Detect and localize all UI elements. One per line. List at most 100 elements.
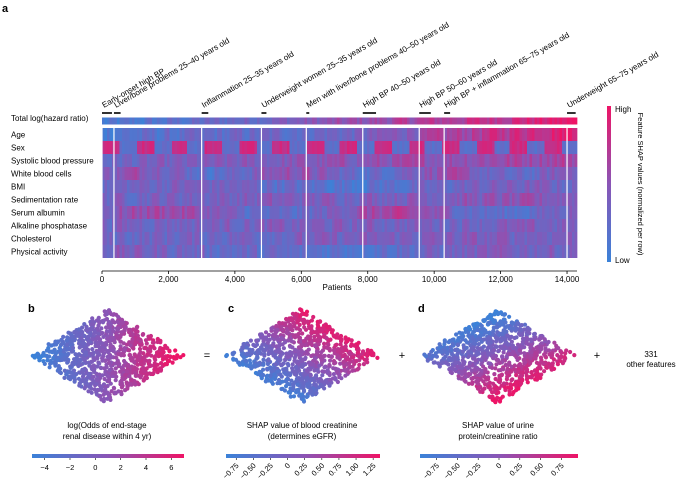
heatmap-cell bbox=[497, 180, 500, 193]
heatmap-cell bbox=[147, 180, 150, 193]
heatmap-cell bbox=[119, 219, 123, 232]
heatmap-cell bbox=[454, 128, 458, 141]
scatter-point bbox=[132, 360, 137, 365]
heatmap-cell bbox=[349, 180, 353, 193]
heatmap-cell bbox=[262, 117, 265, 125]
heatmap-cell bbox=[314, 154, 318, 167]
heatmap-cell bbox=[212, 128, 215, 141]
heatmap-cell bbox=[312, 128, 315, 141]
heatmap-cell bbox=[279, 232, 283, 245]
scatter-point bbox=[170, 360, 175, 365]
heatmap-cell bbox=[132, 180, 135, 193]
scatter-point bbox=[283, 379, 288, 384]
heatmap-cell bbox=[462, 245, 465, 258]
heatmap-cell bbox=[434, 219, 438, 232]
scatter-point bbox=[455, 352, 460, 357]
heatmap-cell bbox=[489, 193, 493, 206]
scatter-point bbox=[322, 365, 327, 370]
scatter-point bbox=[155, 336, 160, 342]
scatter-point bbox=[499, 344, 504, 349]
heatmap-cell bbox=[367, 219, 370, 232]
heatmap-cell bbox=[567, 245, 570, 258]
heatmap-cell bbox=[319, 219, 323, 232]
scatter-point bbox=[450, 341, 455, 346]
heatmap-cell bbox=[559, 193, 563, 206]
heatmap-cell bbox=[104, 245, 108, 258]
heatmap-cell bbox=[159, 128, 163, 141]
heatmap-cell bbox=[509, 193, 513, 206]
scatter-point bbox=[289, 339, 294, 344]
heatmap-cell bbox=[529, 232, 533, 245]
heatmap-cell bbox=[274, 219, 278, 232]
heatmap-cell bbox=[492, 219, 495, 232]
scatter-point bbox=[332, 375, 338, 380]
heatmap-cell bbox=[127, 206, 130, 219]
heatmap-cell bbox=[344, 167, 348, 180]
scatter-point bbox=[90, 347, 95, 352]
heatmap-cell bbox=[182, 232, 185, 245]
heatmap-cell bbox=[457, 206, 460, 219]
scatter-point bbox=[327, 377, 332, 382]
scatter-point bbox=[469, 368, 474, 373]
heatmap-cell bbox=[464, 219, 468, 232]
heatmap-cell bbox=[487, 206, 490, 219]
heatmap-cell bbox=[279, 245, 283, 258]
heatmap-cell bbox=[432, 167, 435, 180]
heatmap-cell bbox=[409, 141, 413, 154]
heatmap-cell bbox=[492, 232, 495, 245]
colorbar-gradient bbox=[607, 106, 611, 262]
heatmap-cell bbox=[339, 141, 343, 154]
scatter-point bbox=[319, 384, 325, 389]
heatmap-cell bbox=[412, 206, 415, 219]
heatmap-cell bbox=[552, 206, 555, 219]
scatter-point bbox=[338, 361, 343, 366]
colorbar-b: −4 −2 0 2 4 6 bbox=[32, 454, 184, 472]
heatmap-cell bbox=[282, 117, 285, 125]
heatmap-cell bbox=[377, 128, 380, 141]
heatmap-cell bbox=[264, 117, 268, 125]
heatmap-cell bbox=[242, 232, 245, 245]
heatmap-cell bbox=[534, 219, 538, 232]
heatmap-cell bbox=[287, 245, 290, 258]
heatmap-cell bbox=[144, 128, 148, 141]
scatter-point bbox=[50, 360, 55, 365]
heatmap-cell bbox=[127, 245, 130, 258]
scatter-point bbox=[339, 337, 344, 343]
heatmap-cell bbox=[172, 206, 175, 219]
heatmap-cell bbox=[364, 167, 368, 180]
heatmap-cell bbox=[362, 232, 365, 245]
heatmap-cell bbox=[552, 193, 555, 206]
heatmap-cell bbox=[237, 154, 240, 167]
scatter-point bbox=[76, 376, 81, 381]
heatmap-cell bbox=[344, 193, 348, 206]
heatmap-cell bbox=[504, 141, 508, 154]
scatter-point bbox=[32, 354, 38, 359]
heatmap-cell bbox=[179, 219, 183, 232]
scatter-point bbox=[505, 374, 510, 379]
heatmap-cell bbox=[104, 232, 108, 245]
heatmap-cell bbox=[359, 206, 363, 219]
heatmap-cell bbox=[132, 154, 135, 167]
heatmap-cell bbox=[387, 180, 390, 193]
heatmap-cell bbox=[439, 154, 443, 167]
heatmap-cell bbox=[382, 193, 385, 206]
scatter-point bbox=[298, 313, 303, 318]
heatmap-cell bbox=[227, 245, 230, 258]
scatter-point bbox=[160, 346, 165, 351]
heatmap-cell bbox=[337, 154, 340, 167]
heatmap-cell bbox=[377, 117, 380, 125]
heatmap-cell bbox=[167, 193, 170, 206]
heatmap-cell bbox=[569, 167, 573, 180]
scatter-point bbox=[512, 363, 517, 368]
heatmap-cell bbox=[507, 206, 510, 219]
scatter-point bbox=[104, 325, 109, 330]
heatmap-cell bbox=[337, 141, 340, 154]
scatter-point bbox=[131, 346, 136, 351]
heatmap-cell bbox=[177, 154, 180, 167]
scatter-point bbox=[341, 359, 346, 364]
heatmap-cell bbox=[189, 117, 193, 125]
heatmap-cell bbox=[119, 154, 123, 167]
heatmap-cell bbox=[114, 167, 118, 180]
heatmap-cell bbox=[147, 219, 150, 232]
heatmap-cell bbox=[432, 180, 435, 193]
